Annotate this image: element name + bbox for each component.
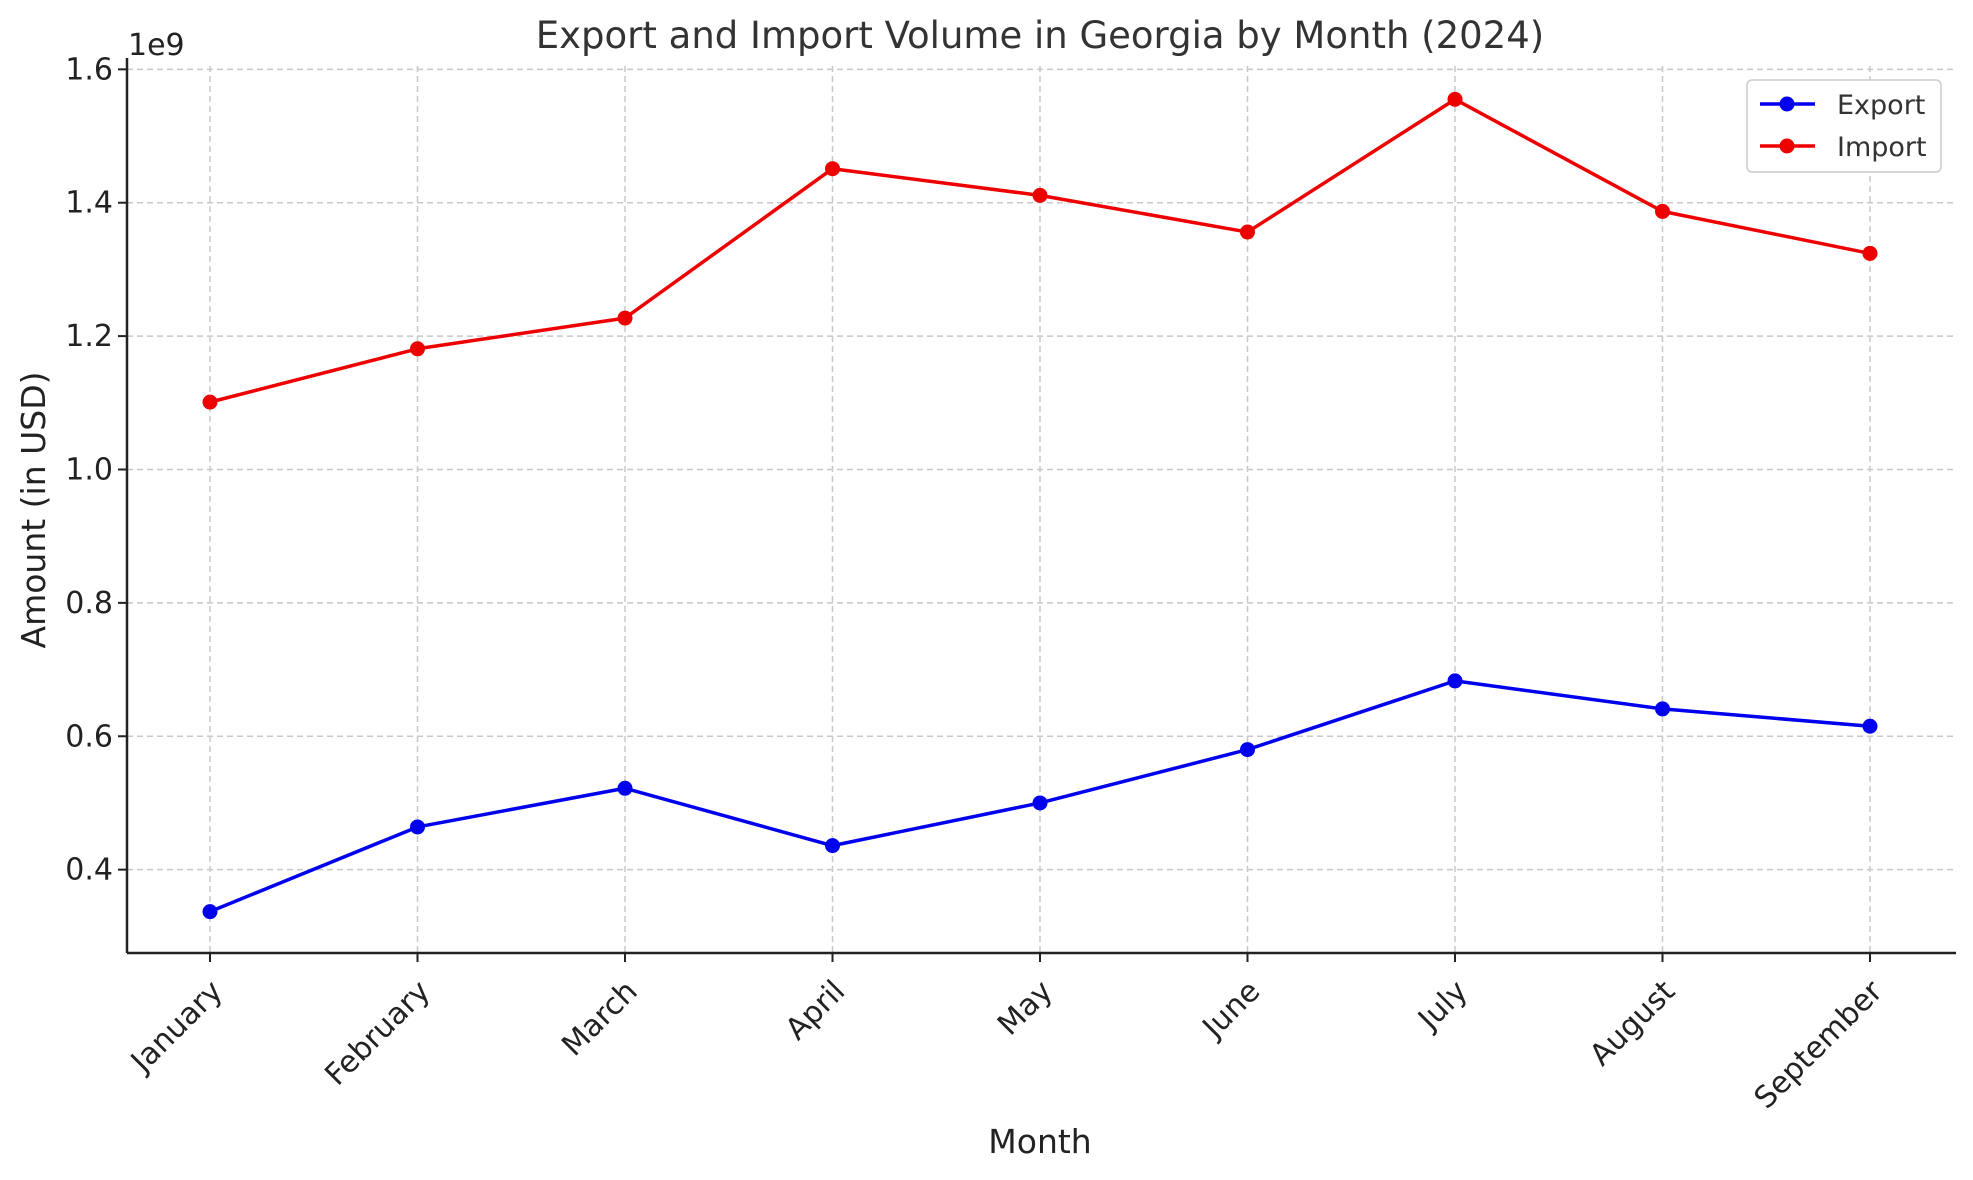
legend-import-label: Import [1837,132,1927,163]
x-tick-label: July [1410,974,1474,1038]
legend-import-marker [1779,138,1795,154]
y-tick-label: 0.4 [65,853,113,888]
x-tick-label: April [779,974,852,1047]
x-tick-label: September [1748,973,1890,1115]
y-axis-label: Amount (in USD) [14,371,53,648]
x-axis-label: Month [988,1122,1091,1161]
x-tick-label: February [318,974,437,1093]
legend: Export Import [1746,79,1942,173]
import-data-point [1862,245,1878,261]
export-data-point [1862,718,1878,734]
y-tick-label: 1.0 [65,452,113,487]
chart-title: Export and Import Volume in Georgia by M… [536,14,1544,57]
import-data-point [1240,224,1255,240]
import-data-point [1655,203,1670,219]
y-tick-label: 1.4 [65,186,113,221]
export-data-point [1447,673,1463,689]
legend-export-label: Export [1837,90,1925,121]
y-offset-label: 1e9 [128,28,185,63]
export-data-point [1655,701,1670,717]
import-data-point [617,310,633,326]
y-tick-label: 0.8 [65,586,113,621]
export-data-point [202,904,218,920]
import-data-point [1032,187,1048,203]
export-data-point [410,819,425,835]
x-tick-label: January [123,974,230,1081]
series-layer [202,91,1878,920]
x-tick-label: August [1583,974,1682,1073]
y-tick-label: 0.6 [65,719,113,754]
x-tick-label: March [555,974,644,1063]
import-data-point [202,394,218,410]
export-data-point [1032,795,1048,811]
import-data-point [1447,91,1463,107]
import-data-point [410,341,425,357]
y-tick-label: 1.2 [65,319,113,354]
x-tick-label: June [1195,974,1267,1046]
x-tick-label: May [991,974,1060,1043]
export-data-point [825,838,840,854]
legend-export-marker [1779,96,1795,112]
y-tick-label: 1.6 [65,52,113,87]
export-data-point [1240,742,1255,758]
export-data-point [617,780,633,796]
import-data-point [825,161,840,177]
